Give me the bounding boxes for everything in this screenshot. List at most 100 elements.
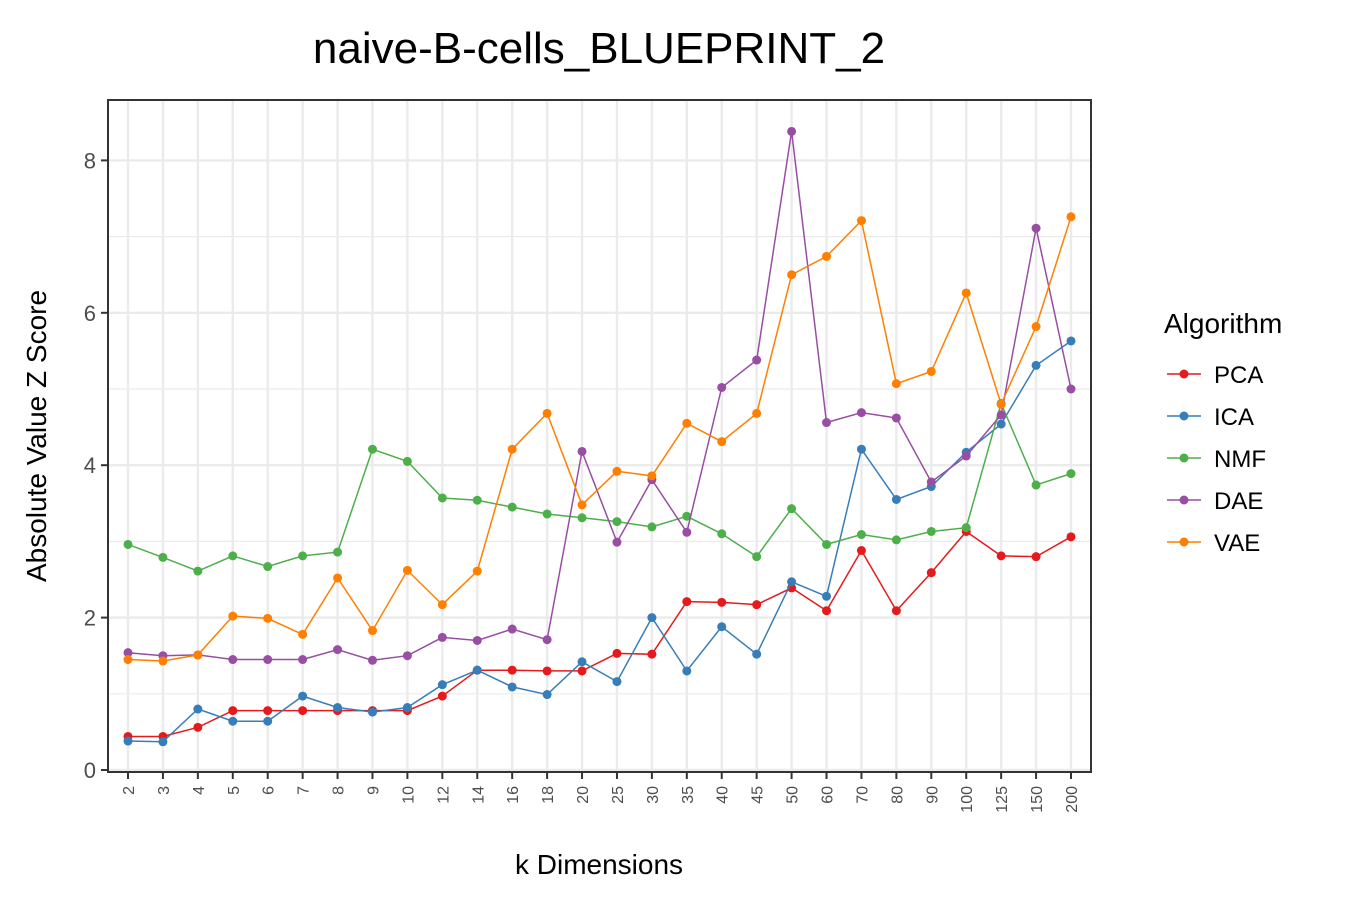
x-tick-label: 60 [820,786,837,804]
data-point-dae [577,446,587,456]
data-point-nmf [787,504,797,514]
data-point-nmf [682,511,692,521]
data-point-vae [822,251,832,261]
data-point-pca [263,706,273,716]
data-point-pca [822,606,832,616]
legend-label: ICA [1214,404,1254,431]
x-tick-label: 10 [400,786,417,804]
data-point-dae [1031,223,1041,233]
data-point-pca [891,606,901,616]
series-ica [123,336,1076,747]
legend-key-point [1179,411,1189,421]
data-point-nmf [926,526,936,536]
x-tick-label: 35 [680,786,697,804]
data-point-dae [822,418,832,428]
data-point-dae [856,408,866,418]
data-point-nmf [1031,480,1041,490]
x-tick-label: 20 [575,786,592,804]
data-point-vae [891,379,901,389]
data-point-vae [612,466,622,476]
data-point-ica [437,680,447,690]
x-tick-label: 8 [331,786,348,795]
y-axis-title: Absolute Value Z Score [21,290,52,582]
data-point-nmf [298,551,308,561]
series-vae [123,212,1076,666]
series-line-dae [127,131,1072,662]
data-point-ica [647,613,657,623]
legend-item-pca: PCA [1167,362,1263,389]
data-point-nmf [752,552,762,562]
x-tick-label: 30 [645,786,662,804]
data-point-vae [402,565,412,575]
data-point-nmf [822,539,832,549]
legend-key-point [1179,453,1189,463]
data-point-pca [193,722,203,732]
data-point-nmf [333,547,343,557]
data-point-ica [787,577,797,587]
data-point-ica [507,682,517,692]
legend-title: Algorithm [1164,308,1282,339]
data-point-dae [437,632,447,642]
data-point-vae [856,216,866,226]
data-point-dae [228,655,238,665]
data-point-ica [1066,336,1076,346]
data-point-vae [123,655,133,665]
y-tick-label: 0 [84,758,96,783]
legend-key-point [1179,495,1189,505]
data-point-nmf [612,517,622,527]
legend: Algorithm PCA ICA NMF DAE VAE [1164,308,1282,557]
x-tick-label: 16 [505,786,522,804]
legend-items: PCA ICA NMF DAE VAE [1167,362,1266,557]
data-point-dae [961,451,971,461]
data-point-vae [228,611,238,621]
data-point-dae [996,410,1006,420]
legend-key-point [1179,369,1189,379]
x-tick-label: 12 [435,786,452,804]
data-point-dae [472,635,482,645]
data-point-pca [996,551,1006,561]
x-tick-label: 5 [226,786,243,795]
data-point-pca [298,706,308,716]
data-point-vae [472,566,482,576]
data-point-vae [961,288,971,298]
chart-title: naive-B-cells_BLUEPRINT_2 [313,24,885,73]
data-point-nmf [472,495,482,505]
legend-item-vae: VAE [1167,530,1260,557]
data-point-vae [437,600,447,610]
data-point-nmf [542,509,552,519]
data-point-vae [647,471,657,481]
data-point-dae [402,651,412,661]
x-tick-label: 80 [889,786,906,804]
data-point-vae [507,444,517,454]
x-tick-label: 100 [959,786,976,813]
y-tick-label: 2 [84,606,96,631]
x-tick-label: 6 [261,786,278,795]
data-point-vae [752,408,762,418]
data-point-ica [682,666,692,676]
data-point-nmf [577,513,587,523]
data-point-ica [263,716,273,726]
data-point-vae [1031,322,1041,332]
data-point-vae [158,656,168,666]
x-tick-label: 3 [156,786,173,795]
data-point-vae [926,366,936,376]
legend-label: NMF [1214,446,1266,473]
data-point-ica [612,677,622,687]
data-point-ica [542,690,552,700]
data-point-vae [193,650,203,660]
series-layer [123,126,1076,747]
data-point-nmf [1066,469,1076,479]
data-point-vae [682,418,692,428]
data-point-pca [1066,532,1076,542]
data-point-vae [787,270,797,280]
data-point-dae [891,413,901,423]
data-point-ica [856,444,866,454]
data-point-ica [298,691,308,701]
x-tick-label: 18 [540,786,557,804]
series-line-nmf [127,401,1072,572]
data-point-pca [1031,552,1041,562]
x-tick-label: 4 [191,786,208,795]
data-point-ica [891,494,901,504]
